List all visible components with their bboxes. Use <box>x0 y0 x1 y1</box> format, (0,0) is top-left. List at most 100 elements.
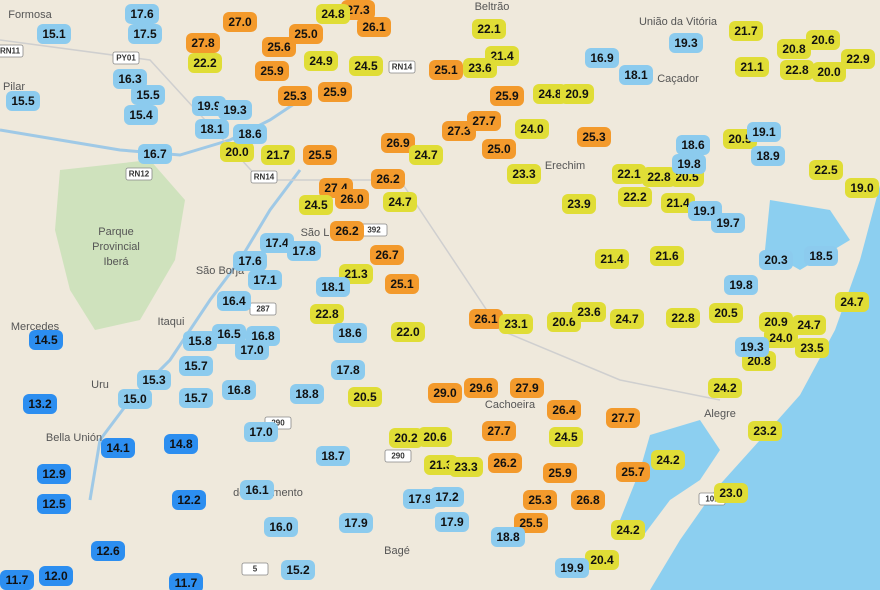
temperature-label: 15.4 <box>129 108 153 122</box>
temperature-badge <box>435 512 469 532</box>
road-label: 101 <box>705 495 719 504</box>
temperature-badge <box>482 139 516 159</box>
temperature-label: 23.2 <box>753 424 777 438</box>
temperature-label: 24.0 <box>769 331 793 345</box>
temperature-badge <box>429 60 463 80</box>
temperature-badge <box>233 251 267 271</box>
temperature-badge <box>164 434 198 454</box>
temperature-label: 11.7 <box>175 576 198 590</box>
temperature-label: 17.9 <box>440 515 464 529</box>
temperature-label: 27.7 <box>487 424 511 438</box>
temperature-badge <box>128 24 162 44</box>
temperature-label: 20.6 <box>423 430 447 444</box>
temperature-badge <box>507 164 541 184</box>
park-area <box>55 160 185 330</box>
temperature-badge <box>299 195 333 215</box>
river <box>0 98 302 501</box>
place-name: Iberá <box>103 256 129 268</box>
temperature-label: 20.0 <box>225 145 249 159</box>
temperature-badge <box>606 408 640 428</box>
road-badge <box>250 170 278 184</box>
temperature-label: 26.0 <box>340 192 364 206</box>
temperature-label: 12.9 <box>42 467 66 481</box>
place-name: Bagé <box>384 545 410 557</box>
temperature-badge <box>777 39 811 59</box>
temperature-label: 25.3 <box>528 493 552 507</box>
temperature-label: 15.2 <box>286 563 310 577</box>
temperature-badge <box>619 65 653 85</box>
temperature-badge <box>348 387 382 407</box>
road-label: RN11 <box>0 47 21 56</box>
temperature-label: 19.3 <box>740 340 764 354</box>
temperature-label: 19.7 <box>716 216 740 230</box>
temperature-label: 19.3 <box>674 36 698 50</box>
temperature-badge <box>549 427 583 447</box>
temperature-label: 16.0 <box>269 520 293 534</box>
place-name: Pilar <box>3 81 25 93</box>
temperature-label: 12.2 <box>177 493 201 507</box>
place-name: Provincial <box>92 241 140 253</box>
temperature-label: 25.6 <box>267 40 291 54</box>
temperature-label: 24.7 <box>797 318 821 332</box>
temperature-badge <box>418 427 452 447</box>
temperature-label: 19.1 <box>752 125 776 139</box>
temperature-label: 29.6 <box>469 381 493 395</box>
temperature-label: 22.1 <box>477 22 501 36</box>
temperature-label: 18.5 <box>809 249 833 263</box>
temperature-badge <box>585 550 619 570</box>
temperature-badge <box>233 124 267 144</box>
temperature-badge <box>220 142 254 162</box>
temperature-badge <box>572 302 606 322</box>
temperature-label: 20.3 <box>764 253 788 267</box>
temperature-badge <box>841 49 875 69</box>
temperature-label: 22.5 <box>814 163 838 177</box>
road-label: 392 <box>367 226 381 235</box>
temperature-badge <box>278 86 312 106</box>
temperature-label: 24.5 <box>304 198 328 212</box>
temperature-badge <box>729 21 763 41</box>
temperature-badge <box>262 37 296 57</box>
temperature-badge <box>370 245 404 265</box>
temperature-label: 17.8 <box>336 363 360 377</box>
road-badge <box>0 44 24 58</box>
temperature-label: 20.5 <box>714 306 738 320</box>
temperature-label: 15.8 <box>188 334 212 348</box>
temperature-badge <box>711 213 745 233</box>
temperature-label: 27.8 <box>191 36 215 50</box>
temperature-label: 15.0 <box>123 392 147 406</box>
temperature-label: 26.9 <box>386 136 410 150</box>
temperature-badge <box>172 490 206 510</box>
temperature-label: 18.8 <box>496 530 520 544</box>
temperature-label: 16.1 <box>245 483 269 497</box>
temperature-badge <box>281 560 315 580</box>
temperature-label: 20.5 <box>353 390 377 404</box>
temperature-label: 22.0 <box>396 325 420 339</box>
temperature-label: 25.3 <box>582 130 606 144</box>
temperature-label: 20.2 <box>394 431 418 445</box>
temperature-label: 19.9 <box>560 561 584 575</box>
temperature-label: 15.7 <box>184 391 208 405</box>
temperature-badge <box>248 270 282 290</box>
temperature-badge <box>491 527 525 547</box>
temperature-badge <box>795 338 829 358</box>
temperature-label: 21.3 <box>344 267 368 281</box>
temperature-badge <box>385 274 419 294</box>
temperature-badge <box>428 383 462 403</box>
temperature-label: 24.7 <box>615 312 639 326</box>
temperature-badge <box>708 378 742 398</box>
temperature-badge <box>240 480 274 500</box>
temperature-badge <box>430 487 464 507</box>
temperature-label: 26.1 <box>474 312 498 326</box>
road-label: RN12 <box>129 170 150 179</box>
temperature-badge <box>403 489 437 509</box>
temperature-badge <box>389 428 423 448</box>
place-name: Formosa <box>8 9 52 21</box>
temperature-badge <box>735 337 769 357</box>
temperature-label: 26.8 <box>576 493 600 507</box>
temperature-badge <box>138 144 172 164</box>
temperature-badge <box>318 82 352 102</box>
temperature-badge <box>748 421 782 441</box>
temperature-label: 26.7 <box>375 248 399 262</box>
temperature-badge <box>595 249 629 269</box>
temperature-label: 17.9 <box>408 492 432 506</box>
